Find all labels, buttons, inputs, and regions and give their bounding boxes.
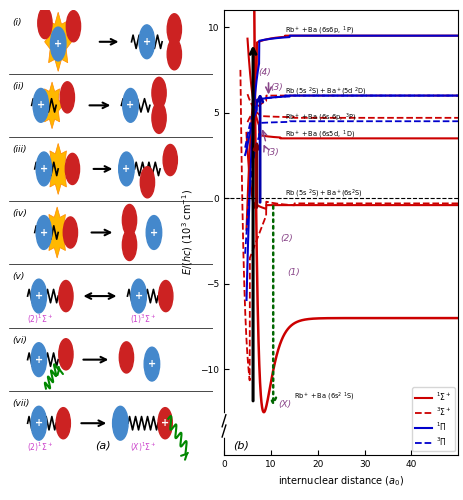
- Text: +: +: [37, 100, 45, 110]
- Circle shape: [152, 78, 166, 108]
- Text: (4): (4): [258, 68, 271, 77]
- Polygon shape: [41, 82, 63, 128]
- Text: +: +: [161, 418, 169, 428]
- Circle shape: [36, 152, 52, 186]
- Circle shape: [59, 280, 73, 312]
- Circle shape: [144, 347, 160, 381]
- Circle shape: [131, 279, 146, 313]
- Polygon shape: [44, 12, 72, 72]
- Text: $(2)^1\Sigma^+$: $(2)^1\Sigma^+$: [26, 440, 53, 454]
- Circle shape: [122, 230, 137, 260]
- Text: +: +: [40, 228, 48, 237]
- Text: +: +: [150, 228, 158, 237]
- Legend: $^1\Sigma^+$, $^3\Sigma^+$, $^1\Pi$, $^3\Pi$: $^1\Sigma^+$, $^3\Sigma^+$, $^1\Pi$, $^3…: [412, 388, 455, 451]
- Text: $\rm Rb^++Ba\ (6s5d,\ ^1D)$: $\rm Rb^++Ba\ (6s5d,\ ^1D)$: [285, 128, 355, 140]
- Circle shape: [113, 406, 128, 440]
- Text: +: +: [126, 100, 135, 110]
- Circle shape: [146, 216, 162, 250]
- Circle shape: [65, 154, 80, 184]
- Circle shape: [122, 204, 137, 236]
- Text: +: +: [35, 418, 43, 428]
- Circle shape: [31, 342, 47, 376]
- Text: (X): (X): [278, 400, 291, 409]
- Text: (3): (3): [266, 148, 279, 158]
- Text: $\rm Rb^++Ba\ (6s6p,\ ^1P)$: $\rm Rb^++Ba\ (6s6p,\ ^1P)$: [285, 25, 354, 37]
- Y-axis label: $E/(hc)$ ($10^3$ cm$^{-1}$): $E/(hc)$ ($10^3$ cm$^{-1}$): [180, 190, 194, 276]
- Text: (vi): (vi): [13, 336, 27, 345]
- Text: (iv): (iv): [13, 208, 27, 218]
- Circle shape: [163, 144, 177, 176]
- Text: (1): (1): [287, 268, 300, 278]
- Polygon shape: [45, 207, 69, 258]
- Circle shape: [38, 8, 52, 38]
- Circle shape: [123, 88, 138, 122]
- Circle shape: [140, 166, 155, 198]
- Circle shape: [119, 342, 133, 373]
- Text: +: +: [135, 291, 143, 301]
- Text: +: +: [40, 164, 48, 174]
- Circle shape: [33, 88, 49, 122]
- Text: (2): (2): [280, 234, 293, 243]
- Circle shape: [167, 14, 181, 45]
- Text: (ii): (ii): [13, 82, 25, 90]
- Text: +: +: [143, 37, 151, 47]
- Text: (i): (i): [13, 18, 22, 27]
- Text: +: +: [35, 354, 43, 364]
- X-axis label: internuclear distance ($a_0$): internuclear distance ($a_0$): [278, 474, 404, 488]
- Circle shape: [152, 102, 166, 134]
- Circle shape: [56, 408, 70, 439]
- Circle shape: [119, 152, 134, 186]
- Text: (vii): (vii): [13, 400, 30, 408]
- Text: (a): (a): [95, 440, 111, 450]
- Text: $(1)^3\Sigma^+$: $(1)^3\Sigma^+$: [130, 312, 156, 326]
- Circle shape: [59, 338, 73, 370]
- Circle shape: [158, 408, 172, 439]
- Circle shape: [50, 27, 66, 61]
- Circle shape: [66, 10, 81, 42]
- Text: (b): (b): [233, 440, 249, 450]
- Text: +: +: [35, 291, 43, 301]
- Text: $\rm Rb\ (5s\ ^2S)+Ba^+(5d\ ^2D)$: $\rm Rb\ (5s\ ^2S)+Ba^+(5d\ ^2D)$: [285, 86, 367, 98]
- Text: $(X)^1\Sigma^+$: $(X)^1\Sigma^+$: [131, 440, 157, 454]
- Circle shape: [63, 217, 77, 248]
- Circle shape: [159, 280, 173, 312]
- Text: (v): (v): [13, 272, 25, 281]
- Circle shape: [31, 279, 47, 313]
- Text: +: +: [148, 359, 156, 369]
- Circle shape: [36, 216, 52, 250]
- Text: $\rm Rb^++Ba\ (6s^2\ ^1S)$: $\rm Rb^++Ba\ (6s^2\ ^1S)$: [294, 390, 355, 402]
- Circle shape: [31, 406, 47, 440]
- Text: $\rm Rb\ (5s\ ^2S)+Ba^+(6s^2S)$: $\rm Rb\ (5s\ ^2S)+Ba^+(6s^2S)$: [285, 188, 363, 200]
- Text: (iii): (iii): [13, 145, 27, 154]
- Text: +: +: [54, 39, 62, 49]
- Text: +: +: [122, 164, 131, 174]
- Circle shape: [139, 25, 155, 58]
- Text: $(2)^1\Sigma^+$: $(2)^1\Sigma^+$: [26, 312, 53, 326]
- Text: $\rm Rb^++Ba\ (6s\ 6p,\ ^3P)$: $\rm Rb^++Ba\ (6s\ 6p,\ ^3P)$: [285, 111, 356, 124]
- Circle shape: [167, 38, 181, 70]
- Text: (3): (3): [270, 84, 283, 92]
- Polygon shape: [46, 144, 70, 194]
- Circle shape: [60, 82, 75, 113]
